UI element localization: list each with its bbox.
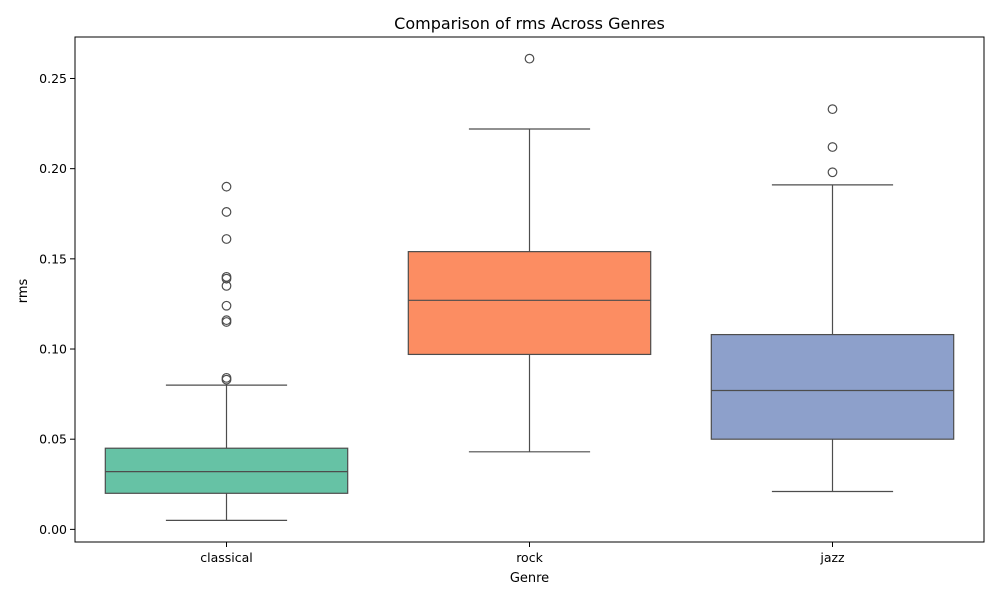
y-tick-label: 0.05	[39, 432, 67, 447]
box-jazz	[710, 333, 955, 440]
y-tick-label: 0.00	[39, 522, 67, 537]
plot-area	[74, 36, 985, 543]
box-classical	[104, 447, 349, 494]
outlier-point	[221, 372, 232, 383]
x-tick-label: jazz	[819, 550, 845, 565]
y-axis-label: rms	[16, 279, 31, 304]
y-tick-label: 0.10	[39, 342, 67, 357]
box-rock	[407, 251, 652, 356]
outlier-point	[221, 300, 232, 311]
x-axis: classical rock jazz	[200, 542, 845, 565]
outlier-point	[827, 167, 838, 178]
y-axis: 0.00 0.05 0.10 0.15 0.20 0.25	[39, 71, 75, 537]
outlier-point	[827, 142, 838, 152]
outlier-point	[827, 104, 838, 115]
x-tick-label: rock	[516, 550, 543, 565]
outlier-point	[221, 207, 232, 217]
y-tick-label: 0.15	[39, 251, 67, 266]
outlier-point	[221, 315, 232, 326]
outlier-point	[221, 271, 232, 282]
x-axis-label: Genre	[510, 571, 549, 586]
y-tick-label: 0.20	[39, 161, 67, 176]
box-group-jazz	[710, 104, 955, 493]
box-group-classical	[104, 181, 349, 521]
outlier-point	[221, 181, 232, 192]
outlier-point	[524, 53, 535, 64]
box-group-rock	[407, 53, 652, 453]
x-tick-label: classical	[200, 550, 253, 565]
outlier-point	[221, 234, 232, 244]
y-tick-label: 0.25	[39, 71, 67, 86]
chart-title: Comparison of rms Across Genres	[394, 14, 665, 33]
